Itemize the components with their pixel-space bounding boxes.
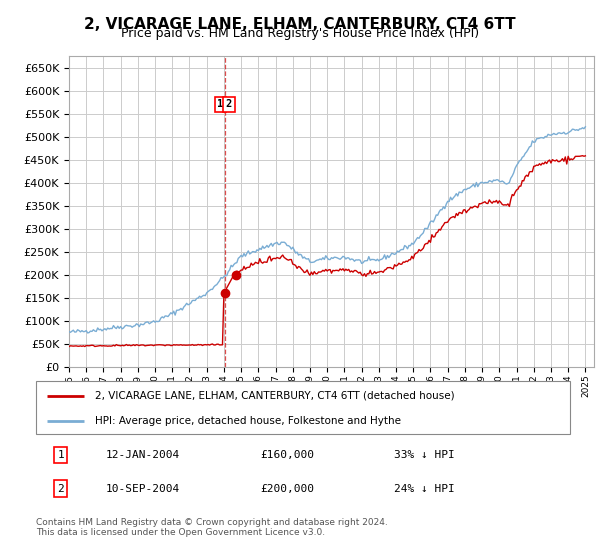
Text: 24% ↓ HPI: 24% ↓ HPI (394, 484, 455, 493)
Text: Contains HM Land Registry data © Crown copyright and database right 2024.
This d: Contains HM Land Registry data © Crown c… (36, 518, 388, 538)
Text: 12-JAN-2004: 12-JAN-2004 (106, 450, 179, 460)
Text: HPI: Average price, detached house, Folkestone and Hythe: HPI: Average price, detached house, Folk… (95, 416, 401, 426)
Text: 2: 2 (58, 484, 64, 493)
Text: 1: 1 (217, 99, 223, 109)
Text: 2: 2 (226, 99, 232, 109)
Text: Price paid vs. HM Land Registry's House Price Index (HPI): Price paid vs. HM Land Registry's House … (121, 27, 479, 40)
Text: 10-SEP-2004: 10-SEP-2004 (106, 484, 179, 493)
FancyBboxPatch shape (36, 381, 570, 434)
Text: £160,000: £160,000 (260, 450, 314, 460)
Text: 1: 1 (58, 450, 64, 460)
Text: 33% ↓ HPI: 33% ↓ HPI (394, 450, 455, 460)
Text: £200,000: £200,000 (260, 484, 314, 493)
Text: 2, VICARAGE LANE, ELHAM, CANTERBURY, CT4 6TT: 2, VICARAGE LANE, ELHAM, CANTERBURY, CT4… (84, 17, 516, 32)
Text: 2, VICARAGE LANE, ELHAM, CANTERBURY, CT4 6TT (detached house): 2, VICARAGE LANE, ELHAM, CANTERBURY, CT4… (95, 391, 454, 401)
